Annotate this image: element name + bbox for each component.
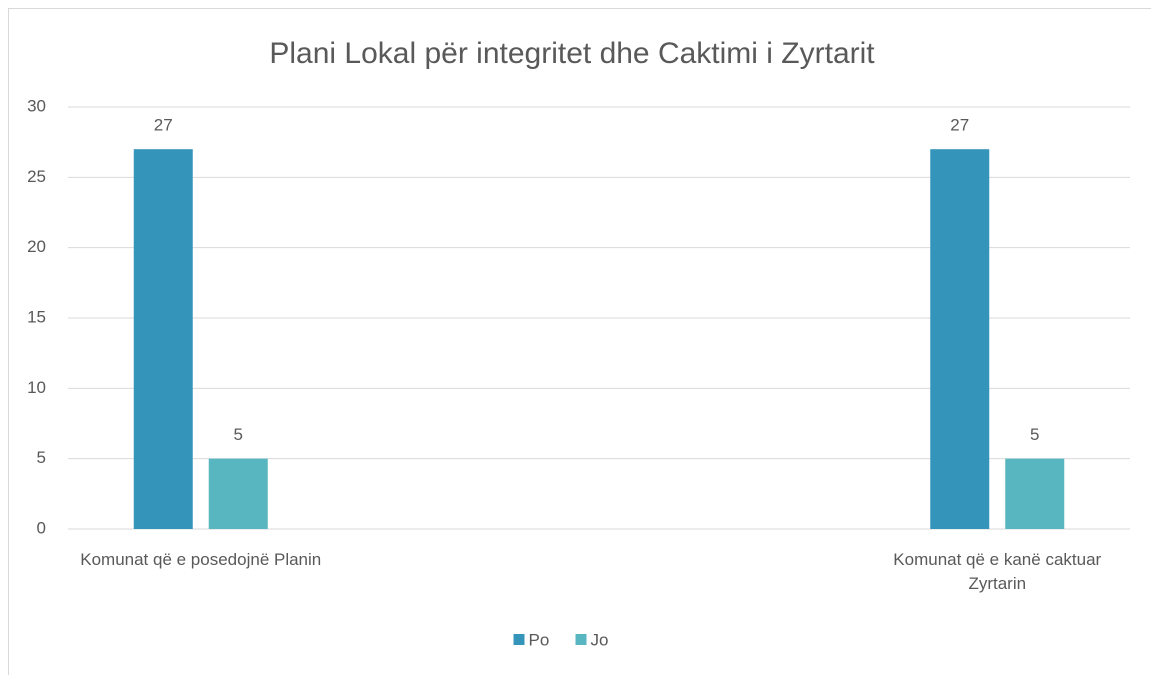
legend-swatch (575, 634, 587, 645)
x-tick-label: Komunat që e posedojnë Planin (80, 550, 322, 569)
data-label: 27 (950, 116, 969, 135)
chart-title: Plani Lokal për integritet dhe Caktimi i… (269, 37, 875, 70)
bar (930, 149, 990, 529)
data-label: 27 (154, 116, 173, 135)
y-tick-label: 25 (27, 167, 46, 186)
legend-label: Po (529, 630, 550, 649)
bar (133, 149, 193, 529)
bar (208, 458, 268, 529)
y-tick-label: 0 (37, 518, 46, 537)
legend-label: Jo (591, 630, 609, 649)
data-label: 5 (1030, 425, 1039, 444)
y-tick-label: 20 (27, 237, 46, 256)
y-tick-label: 15 (27, 307, 46, 326)
bar (1005, 458, 1065, 529)
chart-border (8, 8, 1151, 675)
legend-swatch (513, 634, 525, 645)
y-tick-label: 5 (37, 448, 46, 467)
y-tick-label: 30 (27, 96, 46, 115)
data-label: 5 (234, 425, 243, 444)
y-tick-label: 10 (27, 378, 46, 397)
x-tick-label: Komunat që e kanë caktuar Zyrtarin (893, 550, 1102, 593)
